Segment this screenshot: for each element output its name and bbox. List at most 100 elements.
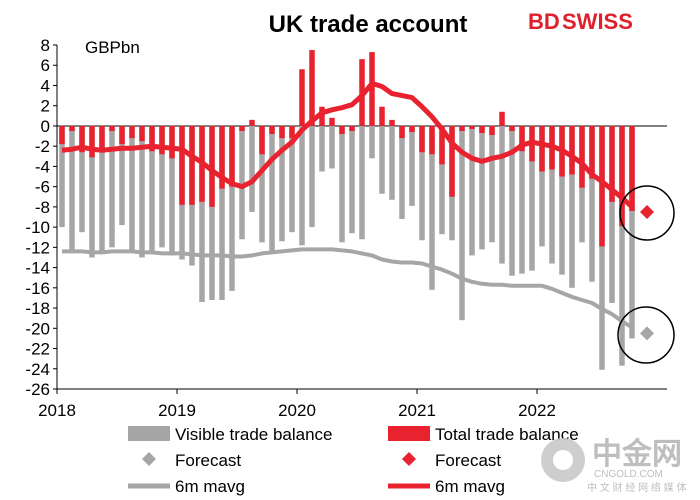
forecast-point-grey <box>640 326 654 341</box>
total-trade-bar <box>409 125 415 133</box>
visible-trade-bar <box>59 125 65 228</box>
y-tick-label: 6 <box>41 56 50 75</box>
total-trade-bar <box>139 125 145 142</box>
brand-logo-swiss: SWISS <box>562 9 633 34</box>
total-trade-bar <box>449 125 455 197</box>
forecast-highlight-circle-bottom <box>617 306 675 364</box>
visible-trade-bar <box>349 125 355 234</box>
brand-logo-bd: BD <box>528 9 560 34</box>
visible-trade-bar <box>529 125 535 271</box>
y-tick-label: -20 <box>25 319 50 338</box>
visible-trade-bar <box>509 125 515 276</box>
y-tick-label: -6 <box>35 178 50 197</box>
chart-title: UK trade account <box>269 11 468 38</box>
total-trade-bar <box>569 125 575 175</box>
visible-trade-bar <box>629 125 635 339</box>
forecast-highlight-circle-top <box>619 185 675 241</box>
total-trade-bar <box>179 125 185 205</box>
y-tick-label: -24 <box>25 360 50 379</box>
watermark-url: CNGOLD.COM <box>594 469 663 480</box>
y-tick-label: 0 <box>41 117 50 136</box>
watermark-logo-icon-inner <box>553 450 573 470</box>
y-tick-label: -26 <box>25 380 50 399</box>
visible-trade-bar <box>149 125 155 253</box>
visible-trade-bar <box>199 125 205 302</box>
visible-trade-bar <box>409 125 415 206</box>
visible-trade-bar <box>619 125 625 366</box>
forecast-point-red <box>640 204 654 219</box>
total-trade-bar <box>259 125 265 155</box>
y-tick-label: -4 <box>35 157 50 176</box>
total-trade-bar <box>579 125 585 188</box>
total-trade-bar <box>599 125 605 247</box>
y-tick-label: -18 <box>25 299 50 318</box>
visible-trade-bar <box>69 125 75 251</box>
visible-trade-bar <box>219 125 225 300</box>
y-tick-label: 4 <box>41 76 50 95</box>
legend-label-mavg-grey: 6m mavg <box>175 477 245 496</box>
visible-trade-bar <box>499 125 505 264</box>
total-trade-bar <box>209 125 215 207</box>
y-tick-label: -22 <box>25 340 50 359</box>
visible-trade-bar <box>479 125 485 250</box>
total-trade-bar <box>119 125 125 145</box>
visible-trade-bar <box>309 125 315 228</box>
y-tick-label: -2 <box>35 137 50 156</box>
y-tick-label: -8 <box>35 198 50 217</box>
total-trade-bar <box>469 125 475 129</box>
total-trade-bar <box>389 119 395 126</box>
total-trade-bars <box>59 50 635 247</box>
legend-marker-forecast-red <box>402 452 416 466</box>
visible-trade-bar <box>169 125 175 256</box>
mavg-line-visible <box>62 247 634 330</box>
total-trade-bar <box>459 125 465 131</box>
y-tick-label: -12 <box>25 238 50 257</box>
total-trade-bar <box>239 125 245 131</box>
visible-trade-bar <box>439 125 445 235</box>
total-trade-bar <box>379 106 385 126</box>
mavg-lines <box>61 80 634 330</box>
visible-trade-bar <box>119 125 125 226</box>
visible-trade-bar <box>469 125 475 256</box>
total-trade-bar <box>329 117 335 126</box>
total-trade-bar <box>89 125 95 158</box>
legend-swatch-total-trade <box>388 426 430 441</box>
total-trade-bar <box>319 106 325 126</box>
visible-trade-bar <box>569 125 575 288</box>
x-tick-label: 2021 <box>398 401 436 420</box>
visible-trade-bar <box>429 125 435 290</box>
total-trade-bar <box>189 125 195 205</box>
total-trade-bar <box>109 125 115 131</box>
visible-trade-bar <box>419 125 425 241</box>
total-trade-bar <box>519 125 525 152</box>
legend-label-forecast-red: Forecast <box>435 451 501 470</box>
legend-swatch-visible-trade <box>128 426 170 441</box>
total-trade-bar <box>629 125 635 211</box>
total-trade-bar <box>509 125 515 131</box>
total-trade-bar <box>589 125 595 179</box>
visible-trade-bar <box>319 125 325 172</box>
total-trade-bar <box>439 125 445 165</box>
visible-trade-bar <box>599 125 605 370</box>
total-trade-bar <box>499 111 505 126</box>
visible-trade-bar <box>89 125 95 258</box>
visible-trade-bar <box>109 125 115 248</box>
total-trade-bar <box>169 125 175 159</box>
total-trade-bar <box>269 125 275 135</box>
visible-trade-bar <box>519 125 525 274</box>
y-tick-label: 8 <box>41 36 50 55</box>
y-tick-label: 2 <box>41 97 50 116</box>
x-tick-label: 2020 <box>278 401 316 420</box>
visible-trade-bar <box>489 125 495 243</box>
total-trade-bar <box>419 125 425 153</box>
total-trade-bar <box>489 125 495 136</box>
y-tick-label: -16 <box>25 279 50 298</box>
visible-trade-bar <box>359 125 365 240</box>
visible-trade-bar <box>559 125 565 275</box>
visible-trade-bar <box>299 125 305 246</box>
visible-trade-bar <box>159 125 165 248</box>
total-trade-bar <box>619 125 625 227</box>
visible-trade-bar <box>609 125 615 303</box>
total-trade-bar <box>429 125 435 155</box>
